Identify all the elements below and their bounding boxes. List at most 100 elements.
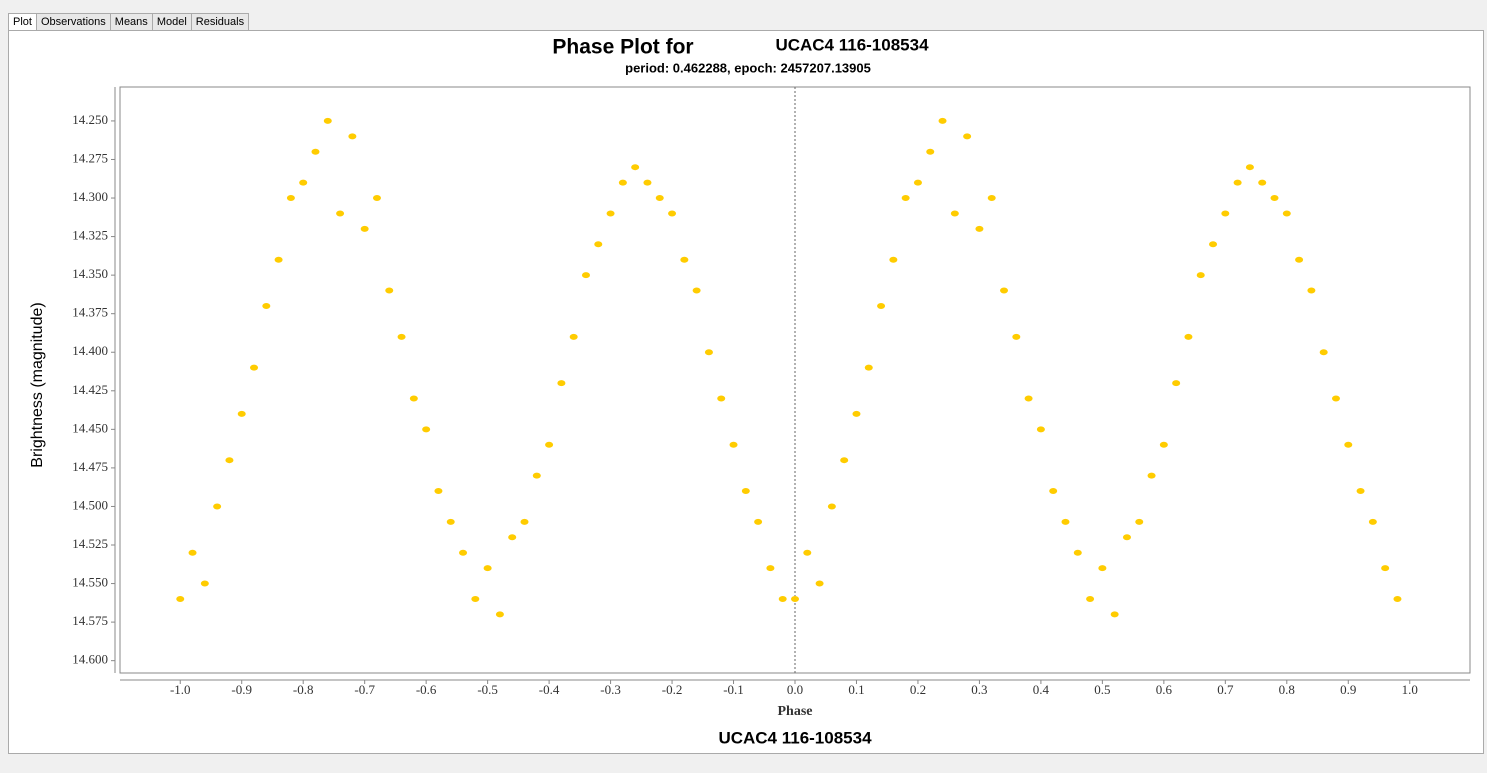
data-point [1282,210,1291,217]
data-point [495,611,504,618]
x-tick-label: 0.7 [1217,682,1234,697]
y-tick-label: 14.375 [72,305,108,320]
x-tick-label: -0.7 [354,682,375,697]
data-point [581,272,590,279]
y-tick-label: 14.500 [72,497,108,512]
data-point [815,580,824,587]
data-point [680,256,689,263]
data-point [827,503,836,510]
y-tick-label: 14.350 [72,266,108,281]
data-point [631,164,640,171]
x-axis-label: Phase [778,704,813,719]
data-point [643,179,652,186]
data-point [791,595,799,602]
tab[interactable]: Model [151,13,192,31]
data-point [1122,534,1131,541]
object-name: UCAC4 116-108534 [775,35,929,54]
y-tick-label: 14.450 [72,420,108,435]
data-point [594,241,603,248]
data-point [422,426,431,433]
data-point [1172,380,1181,387]
data-point [1000,287,1009,294]
data-point [336,210,345,217]
x-tick-label: -1.0 [170,682,191,697]
y-tick-label: 14.300 [72,189,108,204]
data-point [1295,256,1304,263]
data-point [262,302,271,309]
footer-label: UCAC4 116-108534 [718,728,872,747]
x-tick-label: -0.1 [723,682,744,697]
data-point [311,148,320,155]
x-tick-label: -0.5 [477,682,498,697]
data-point [692,287,701,294]
data-point [372,195,381,202]
x-tick-label: 0.6 [1156,682,1173,697]
data-point [889,256,898,263]
x-tick-label: 1.0 [1402,682,1418,697]
data-point [766,565,775,572]
y-tick-label: 14.275 [72,150,108,165]
data-point [704,349,713,356]
tab[interactable]: Residuals [190,13,250,31]
data-point [286,195,295,202]
data-point [200,580,209,587]
data-point [864,364,873,371]
data-point [950,210,959,217]
data-point [471,595,480,602]
x-tick-label: 0.3 [971,682,987,697]
data-point [1086,595,1095,602]
data-point [532,472,541,479]
y-tick-label: 14.475 [72,459,108,474]
data-point [1012,333,1021,340]
data-point [1258,179,1267,186]
data-point [225,457,234,464]
x-tick-label: 0.9 [1340,682,1356,697]
data-point [717,395,726,402]
data-point [213,503,222,510]
y-tick-label: 14.600 [72,652,108,667]
data-point [1381,565,1390,572]
data-point [545,441,554,448]
data-point [1368,518,1377,525]
y-tick-label: 14.575 [72,613,108,628]
data-point [299,179,308,186]
x-tick-label: -0.8 [293,682,314,697]
data-point [1356,488,1365,495]
y-tick-label: 14.400 [72,343,108,358]
data-point [913,179,922,186]
data-point [606,210,615,217]
data-point [840,457,849,464]
x-tick-label: -0.6 [416,682,437,697]
data-point [1184,333,1193,340]
data-point [778,595,787,602]
y-tick-label: 14.250 [72,112,108,127]
data-point [323,117,332,124]
data-point [1036,426,1045,433]
data-point [655,195,664,202]
x-tick-label: -0.3 [600,682,621,697]
data-point [483,565,492,572]
tab[interactable]: Observations [35,13,111,31]
data-point [348,133,357,140]
x-tick-label: 0.4 [1033,682,1050,697]
y-tick-label: 14.325 [72,228,108,243]
data-point [1073,549,1082,556]
data-point [1098,565,1107,572]
y-tick-label: 14.550 [72,575,108,590]
data-point [1319,349,1328,356]
data-point [188,549,197,556]
data-point [1110,611,1119,618]
data-point [274,256,283,263]
data-point [1049,488,1058,495]
data-point [1344,441,1353,448]
y-tick-label: 14.525 [72,536,108,551]
y-axis-label: Brightness (magnitude) [29,302,46,467]
x-tick-label: 0.0 [787,682,803,697]
data-point [1245,164,1254,171]
data-point [1135,518,1144,525]
data-point [176,595,185,602]
tab[interactable]: Means [109,13,153,31]
data-point [360,225,369,232]
